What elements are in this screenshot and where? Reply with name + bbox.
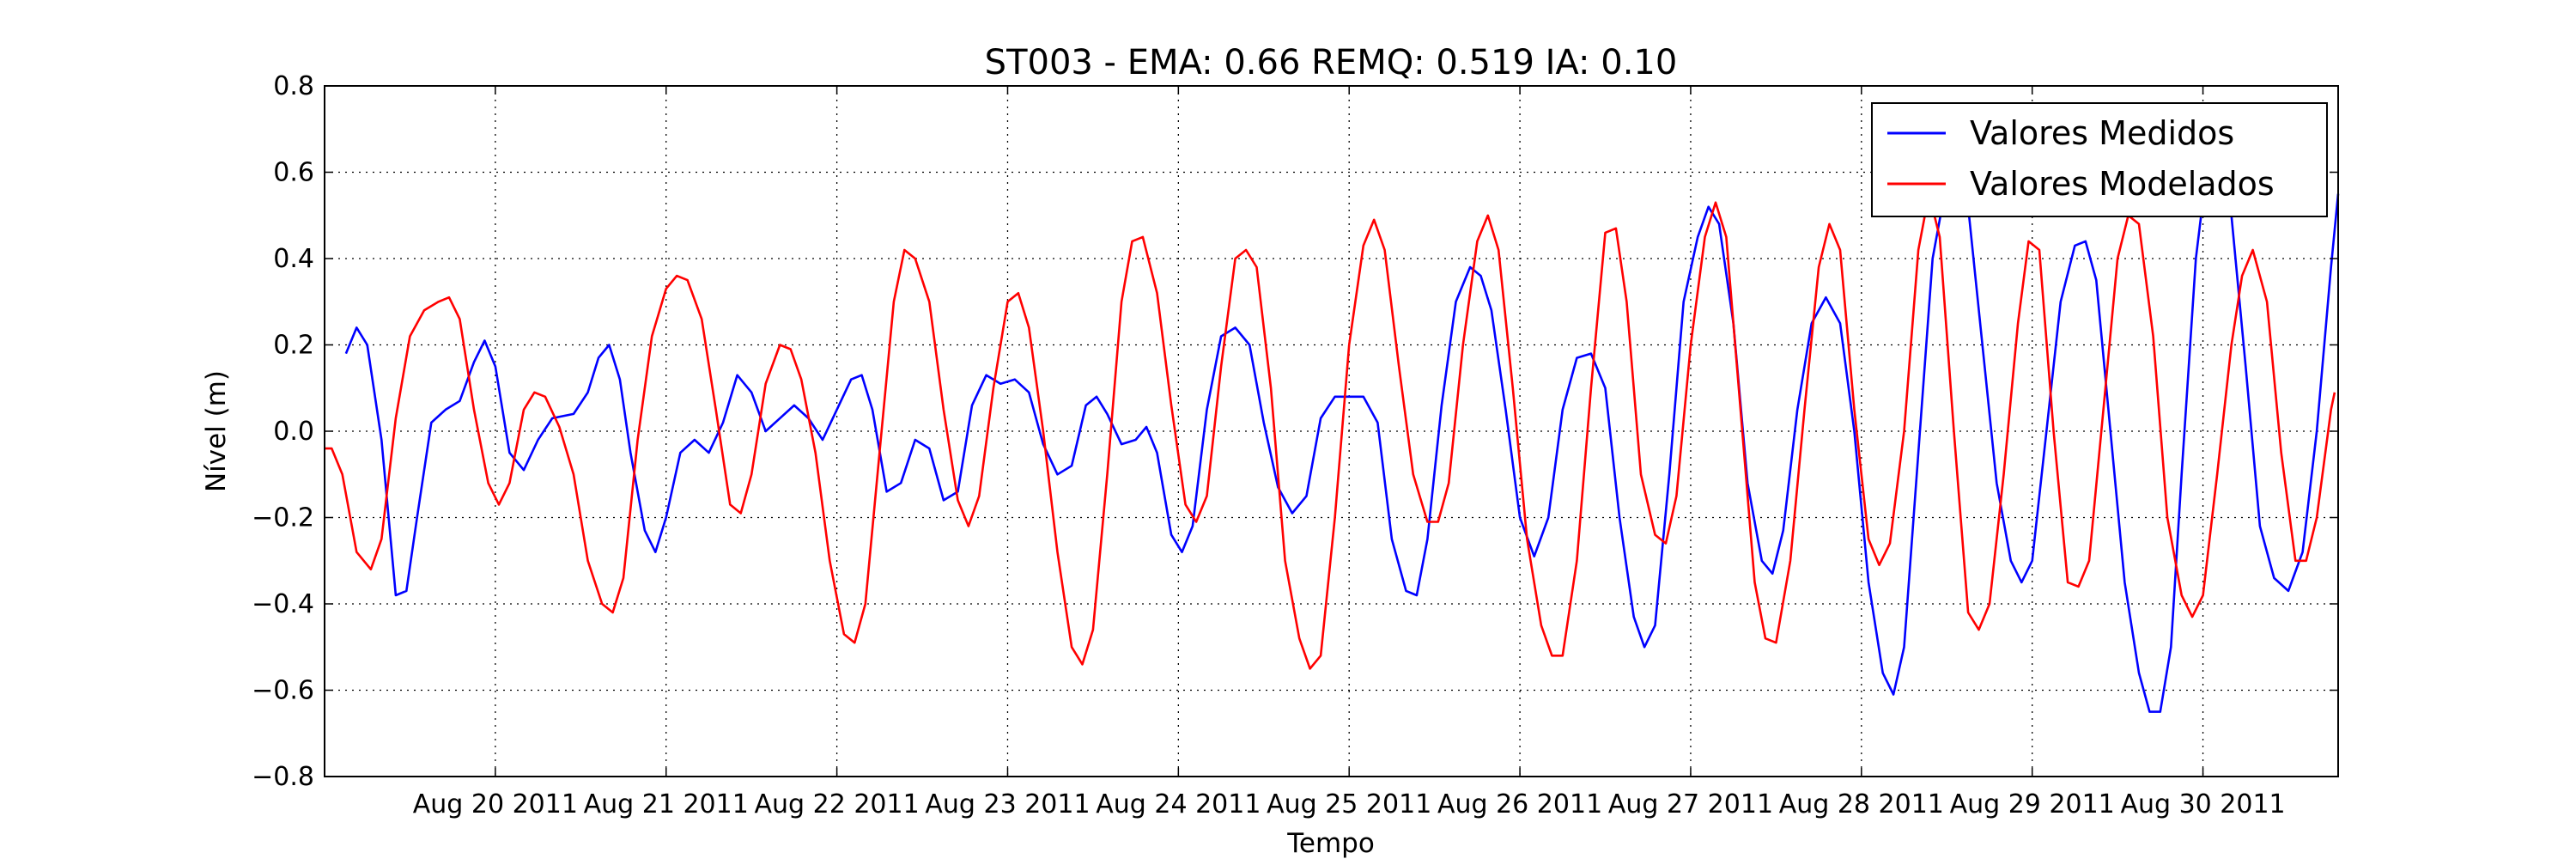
tick-labels: −0.8 −0.6 −0.4 −0.2 0.0 0.2 0.4 0.6 0.8 Aug 20 20…	[252, 71, 2286, 819]
series-layer	[325, 141, 2340, 713]
y-tick-label: −0.2	[252, 503, 314, 533]
legend-box	[1871, 102, 2328, 217]
x-tick-label: Aug 28 2011	[1779, 789, 1944, 819]
y-tick-label: −0.6	[252, 676, 314, 706]
y-tick-label: 0.2	[273, 331, 314, 361]
y-tick-label: 0.0	[273, 417, 314, 447]
x-tick-label: Aug 30 2011	[2120, 789, 2285, 819]
grid	[325, 86, 2338, 777]
legend: Valores Medidos Valores Modelados	[1871, 102, 2328, 217]
legend-label-modelados: Valores Modelados	[1970, 165, 2275, 203]
y-tick-label: 0.6	[273, 158, 314, 188]
x-tick-label: Aug 29 2011	[1950, 789, 2115, 819]
x-tick-label: Aug 26 2011	[1437, 789, 1602, 819]
x-tick-label: Aug 21 2011	[584, 789, 749, 819]
x-tick-label: Aug 25 2011	[1267, 789, 1431, 819]
y-tick-label: −0.4	[252, 589, 314, 619]
y-tick-label: 0.4	[273, 244, 314, 274]
x-tick-label: Aug 22 2011	[755, 789, 920, 819]
y-tick-label: 0.8	[273, 71, 314, 101]
x-tick-label: Aug 20 2011	[413, 789, 578, 819]
x-axis-label: Tempo	[1286, 828, 1375, 859]
x-tick-label: Aug 27 2011	[1608, 789, 1773, 819]
ticks	[325, 85, 2338, 777]
series-line-medidos	[344, 141, 2340, 713]
x-tick-label: Aug 24 2011	[1096, 789, 1261, 819]
chart-title: ST003 - EMA: 0.66 REMQ: 0.519 IA: 0.10	[985, 43, 1678, 82]
y-axis-label: Nível (m)	[201, 370, 232, 492]
legend-label-medidos: Valores Medidos	[1970, 114, 2234, 152]
x-tick-label: Aug 23 2011	[925, 789, 1090, 819]
y-tick-label: −0.8	[252, 762, 314, 792]
series-line-modelados	[325, 192, 2336, 670]
